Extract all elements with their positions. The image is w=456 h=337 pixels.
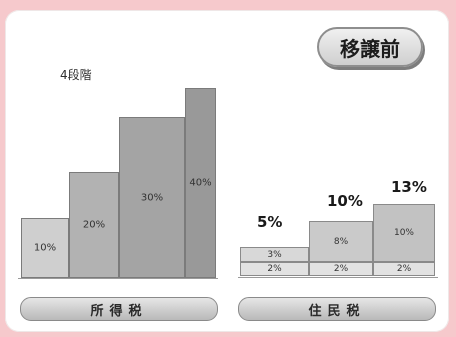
income-tax-stage-note: 4段階: [60, 68, 92, 82]
income-tax-bar-3: 30%: [119, 117, 185, 278]
residential-tax-muni-2: 8%: [309, 221, 373, 262]
residential-tax-baseline: [238, 277, 438, 278]
residential-tax-total-2: 10%: [327, 192, 363, 210]
income-tax-bar-1-label: 10%: [33, 242, 57, 254]
income-tax-bar-3-label: 30%: [140, 192, 164, 203]
residential-tax-total-3: 13%: [391, 178, 427, 196]
residential-tax-muni-3: 10%: [373, 204, 435, 262]
residential-tax-muni-1: 3%: [240, 247, 309, 262]
income-tax-bar-1: 10%: [21, 218, 69, 278]
residential-tax-total-1: 5%: [257, 213, 283, 231]
income-tax-bar-2-label: 20%: [82, 219, 106, 231]
income-tax-bar-2: 20%: [69, 172, 119, 278]
residential-tax-label: 住民税: [238, 297, 436, 321]
income-tax-bar-4-label: 40%: [189, 177, 212, 189]
residential-tax-pref-1: 2%: [240, 262, 309, 276]
residential-tax-pref-2: 2%: [309, 262, 373, 276]
residential-tax-pref-3: 2%: [373, 262, 435, 276]
before-transfer-badge: 移譲前: [317, 27, 423, 67]
income-tax-bar-4: 40%: [185, 88, 216, 278]
income-tax-label: 所得税: [20, 297, 218, 321]
income-tax-baseline: [18, 278, 218, 279]
